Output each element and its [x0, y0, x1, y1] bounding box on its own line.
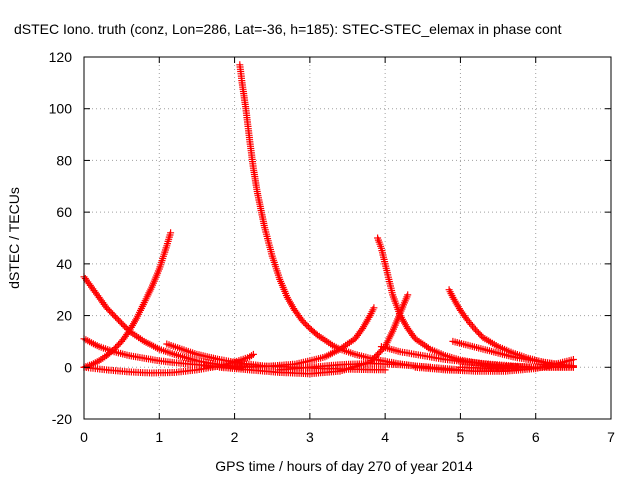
x-tick-label: 5: [457, 429, 465, 445]
x-axis-label: GPS time / hours of day 270 of year 2014: [215, 458, 473, 474]
data-point: [113, 342, 121, 350]
data-point: [109, 310, 117, 318]
data-point: [121, 322, 129, 330]
data-point: [107, 309, 115, 316]
data-point: [303, 321, 311, 329]
data-point: [300, 318, 308, 326]
data-point: [377, 347, 385, 355]
y-axis: -20 0 20 40 60 80 100 120: [49, 49, 611, 427]
data-point: [472, 326, 479, 334]
data-point: [118, 319, 126, 327]
data-point: [301, 320, 309, 328]
y-tick-label: 120: [49, 49, 73, 65]
data-point: [104, 305, 112, 313]
data-point: [167, 229, 175, 237]
data-point: [475, 329, 482, 337]
data-series: [456, 362, 577, 373]
data-point: [116, 318, 124, 326]
data-point: [404, 291, 412, 299]
x-tick-label: 6: [532, 429, 540, 445]
data-point: [476, 330, 484, 338]
data-point: [569, 362, 577, 370]
data-point: [372, 352, 380, 360]
data-point: [110, 312, 118, 320]
y-tick-label: 60: [56, 204, 72, 220]
y-tick-label: 0: [64, 359, 72, 375]
data-point: [374, 350, 382, 358]
data-point: [410, 333, 418, 341]
data-point: [473, 327, 481, 335]
data-point: [569, 356, 577, 363]
data-point: [298, 317, 306, 325]
data-points: [80, 61, 577, 378]
x-tick-label: 2: [231, 429, 239, 445]
x-tick-label: 1: [155, 429, 163, 445]
data-point: [371, 354, 379, 361]
data-point: [115, 316, 123, 324]
data-point: [122, 324, 130, 332]
y-tick-label: 100: [49, 101, 73, 117]
data-point: [103, 304, 111, 312]
x-tick-label: 4: [381, 429, 389, 445]
data-point: [375, 349, 383, 357]
data-series: [80, 229, 175, 371]
y-axis-label: dSTEC / TECUs: [6, 187, 22, 289]
grid-lines: [84, 57, 611, 419]
x-axis: 0 1 2 3 4 5 6 7: [80, 57, 615, 445]
y-tick-label: 40: [56, 256, 72, 272]
data-point: [113, 315, 121, 323]
data-point: [112, 344, 120, 352]
y-tick-label: -20: [52, 411, 72, 427]
data-point: [370, 304, 378, 312]
data-point: [119, 321, 127, 329]
y-tick-label: 20: [56, 308, 72, 324]
data-point: [463, 315, 471, 323]
x-tick-label: 3: [306, 429, 314, 445]
data-point: [112, 313, 120, 321]
data-series: [80, 335, 223, 370]
data-point: [115, 341, 123, 348]
chart-title: dSTEC Iono. truth (conz, Lon=286, Lat=-3…: [14, 21, 562, 37]
plot-frame: [83, 56, 612, 420]
x-tick-label: 7: [607, 429, 615, 445]
data-point: [106, 307, 114, 315]
x-tick-label: 0: [80, 429, 88, 445]
data-point: [369, 355, 377, 363]
y-tick-label: 80: [56, 152, 72, 168]
data-point: [249, 350, 257, 358]
